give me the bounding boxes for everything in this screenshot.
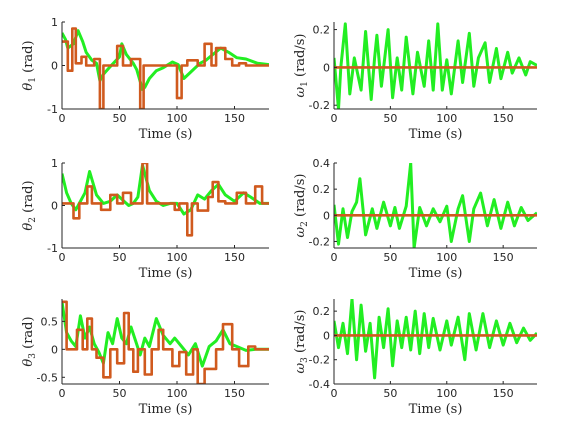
- x-tick-label: 150: [224, 251, 245, 264]
- y-tick-label: 0: [51, 200, 58, 213]
- y-tick-label: 0.2: [313, 24, 331, 37]
- x-tick-label: 100: [167, 251, 188, 264]
- x-tick-label: 50: [113, 387, 127, 400]
- y-axis-label-subscript: 2: [28, 217, 38, 223]
- panel-omega3: 0 50 100 150 -0.4 -0.2 0 0.2 Time (s) ω3 (rad/s): [293, 299, 537, 417]
- x-tick-label: 100: [436, 251, 457, 264]
- series-group: [334, 22, 537, 109]
- y-tick-label: 0.4: [313, 157, 331, 170]
- y-axis-label-subscript: 2: [300, 221, 310, 227]
- x-tick-label: 50: [383, 112, 397, 125]
- y-axis-label: θ3 (rad): [21, 316, 38, 366]
- y-axis-label-unit: (rad): [21, 40, 36, 77]
- y-tick-label: -1: [47, 103, 58, 116]
- y-axis-label: ω3 (rad/s): [293, 310, 310, 374]
- series-line-1: [62, 163, 269, 237]
- y-axis-label-subscript: 1: [300, 81, 310, 87]
- series-group: [62, 27, 269, 109]
- x-axis-label: Time (s): [139, 402, 193, 417]
- y-axis-label-unit: (rad/s): [293, 310, 308, 358]
- y-axis-label: ω2 (rad/s): [293, 174, 310, 238]
- x-axis-label: Time (s): [139, 266, 193, 281]
- x-tick-label: 150: [493, 251, 514, 264]
- series-group: [334, 299, 537, 380]
- x-tick-label: 0: [59, 387, 66, 400]
- y-tick-label: 0.5: [41, 315, 59, 328]
- y-axis-label-symbol: θ: [21, 223, 36, 231]
- y-axis-label-subscript: 1: [28, 77, 38, 83]
- x-tick-label: 150: [493, 387, 514, 400]
- x-tick-label: 50: [383, 387, 397, 400]
- x-tick-label: 100: [436, 112, 457, 125]
- y-tick-label: 0: [51, 60, 58, 73]
- y-tick-label: -0.4: [309, 378, 330, 391]
- series-group: [62, 300, 269, 384]
- x-tick-label: 150: [224, 112, 245, 125]
- series-line-0: [62, 301, 269, 368]
- y-axis-label-unit: (rad): [21, 316, 36, 353]
- x-tick-label: 100: [167, 112, 188, 125]
- y-axis-label-subscript: 3: [28, 353, 38, 359]
- y-tick-label: 0: [323, 61, 330, 74]
- x-tick-label: 0: [331, 251, 338, 264]
- series-group: [334, 163, 537, 248]
- y-tick-label: 0.2: [313, 305, 331, 318]
- x-tick-label: 50: [383, 251, 397, 264]
- x-tick-label: 50: [113, 251, 127, 264]
- y-axis-label-unit: (rad/s): [293, 174, 308, 222]
- y-tick-label: 0.2: [313, 183, 331, 196]
- y-tick-label: -0.2: [309, 354, 330, 367]
- x-tick-label: 0: [59, 112, 66, 125]
- x-tick-label: 150: [493, 112, 514, 125]
- y-tick-label: 0: [323, 209, 330, 222]
- series-line-1: [62, 27, 269, 109]
- y-axis-label-unit: (rad): [21, 180, 36, 217]
- y-axis-label-unit: (rad/s): [293, 34, 308, 82]
- y-axis-label-symbol: ω: [293, 226, 308, 237]
- series-line-0: [334, 22, 537, 109]
- y-tick-label: -0.5: [37, 371, 58, 384]
- series-line-0: [334, 163, 537, 248]
- series-line-1: [62, 300, 269, 384]
- x-tick-label: 0: [331, 112, 338, 125]
- y-axis-label: θ1 (rad): [21, 40, 38, 90]
- x-tick-label: 100: [167, 387, 188, 400]
- y-tick-label: -0.2: [309, 235, 330, 248]
- y-tick-label: -0.2: [309, 99, 330, 112]
- series-line-0: [334, 299, 537, 380]
- x-tick-label: 50: [113, 112, 127, 125]
- y-axis-label-subscript: 3: [300, 357, 310, 363]
- y-axis-label-symbol: θ: [21, 83, 36, 91]
- y-tick-label: 0: [51, 343, 58, 356]
- y-axis-label: θ2 (rad): [21, 180, 38, 230]
- x-tick-label: 0: [331, 387, 338, 400]
- x-tick-label: 0: [59, 251, 66, 264]
- x-tick-label: 150: [224, 387, 245, 400]
- x-tick-label: 100: [436, 387, 457, 400]
- y-tick-label: -1: [47, 242, 58, 255]
- y-tick-label: 1: [51, 157, 58, 170]
- y-axis-label-symbol: ω: [293, 362, 308, 373]
- x-axis-label: Time (s): [139, 127, 193, 142]
- y-tick-label: 1: [51, 16, 58, 29]
- y-axis-label-symbol: θ: [21, 359, 36, 367]
- series-group: [62, 163, 269, 237]
- y-tick-label: 0: [323, 329, 330, 342]
- x-axis-label: Time (s): [409, 402, 463, 417]
- x-axis-label: Time (s): [409, 127, 463, 142]
- y-axis-label: ω1 (rad/s): [293, 34, 310, 98]
- x-axis-label: Time (s): [409, 266, 463, 281]
- y-axis-label-symbol: ω: [293, 86, 308, 97]
